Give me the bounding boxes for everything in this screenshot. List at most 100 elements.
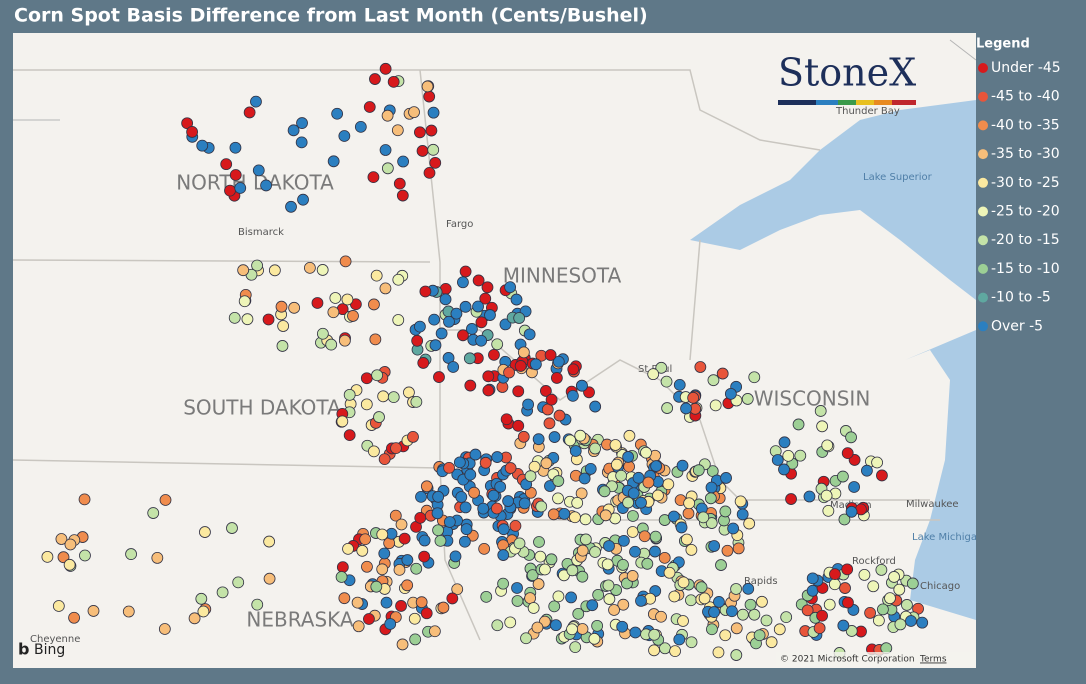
location-dot bbox=[480, 590, 493, 603]
location-dot bbox=[509, 519, 522, 532]
location-dot bbox=[676, 459, 689, 472]
legend-label[interactable]: -20 to -15 bbox=[991, 232, 1060, 248]
location-dot bbox=[125, 548, 137, 560]
location-dot bbox=[677, 615, 689, 627]
location-dot bbox=[504, 462, 517, 474]
borders bbox=[13, 69, 940, 641]
location-dot bbox=[297, 193, 309, 206]
location-dot bbox=[378, 453, 391, 466]
location-dot bbox=[730, 622, 743, 635]
legend-label[interactable]: Over -5 bbox=[991, 318, 1043, 334]
location-dot bbox=[794, 449, 807, 462]
legend-label[interactable]: -25 to -20 bbox=[991, 204, 1060, 220]
location-dot bbox=[408, 106, 420, 119]
location-dot bbox=[243, 106, 256, 119]
location-dot bbox=[63, 558, 76, 571]
location-dot bbox=[566, 564, 579, 577]
legend-label[interactable]: -10 to -5 bbox=[991, 290, 1051, 306]
location-dot bbox=[460, 523, 473, 536]
location-dot bbox=[428, 625, 441, 638]
location-dot bbox=[532, 578, 545, 590]
location-dot bbox=[451, 583, 464, 596]
location-dot bbox=[376, 563, 389, 576]
location-dot bbox=[744, 598, 757, 611]
location-dot bbox=[673, 633, 686, 646]
copyright: © 2021 Microsoft Corporation bbox=[780, 655, 915, 665]
location-dot bbox=[539, 563, 551, 576]
provider: Bing bbox=[34, 642, 65, 658]
location-dot bbox=[285, 200, 297, 213]
location-dot bbox=[839, 582, 851, 594]
location-dot bbox=[841, 563, 854, 576]
location-dot bbox=[68, 611, 80, 624]
location-dot bbox=[858, 569, 871, 581]
location-dot bbox=[511, 595, 524, 607]
location-dot bbox=[87, 605, 100, 617]
location-dot bbox=[415, 490, 427, 503]
location-dot bbox=[414, 320, 426, 333]
location-dot bbox=[432, 490, 445, 503]
location-dot bbox=[629, 545, 641, 558]
location-dot bbox=[338, 334, 351, 347]
legend-label[interactable]: -35 to -30 bbox=[991, 146, 1060, 162]
location-dot bbox=[391, 124, 404, 137]
location-dot bbox=[719, 629, 732, 642]
location-dot bbox=[475, 334, 488, 347]
location-dot bbox=[712, 646, 725, 659]
location-dot bbox=[709, 399, 722, 412]
location-dot bbox=[803, 490, 816, 503]
location-dot bbox=[668, 510, 680, 523]
place-label: Lake Michigan bbox=[912, 532, 983, 543]
location-dot bbox=[316, 327, 329, 340]
location-dot bbox=[663, 566, 676, 579]
location-dot bbox=[229, 169, 242, 181]
location-dot bbox=[680, 402, 692, 415]
legend-label[interactable]: -45 to -40 bbox=[991, 89, 1060, 105]
legend-label[interactable]: -30 to -25 bbox=[991, 175, 1060, 191]
location-dot bbox=[548, 431, 561, 443]
location-dot bbox=[417, 357, 430, 369]
location-dot bbox=[520, 632, 532, 645]
location-dot bbox=[727, 522, 740, 535]
legend-label[interactable]: -15 to -10 bbox=[991, 261, 1060, 277]
location-dot bbox=[367, 171, 380, 184]
location-dot bbox=[756, 595, 768, 608]
location-dot bbox=[724, 387, 737, 400]
location-dot bbox=[188, 612, 201, 625]
location-dot bbox=[707, 374, 720, 387]
location-dot bbox=[845, 625, 858, 637]
location-dot bbox=[482, 370, 495, 383]
legend: Under -45 -45 to -40 -40 to -35 -35 to -30 -… bbox=[978, 60, 1061, 334]
location-dot bbox=[658, 551, 671, 564]
location-dot bbox=[650, 460, 663, 472]
location-dot bbox=[778, 463, 790, 476]
location-dot bbox=[277, 320, 290, 332]
location-dot bbox=[418, 550, 431, 563]
location-dot bbox=[479, 292, 492, 305]
location-dot bbox=[439, 293, 452, 306]
location-dot bbox=[79, 549, 91, 562]
location-dot bbox=[469, 448, 482, 461]
legend-marker bbox=[978, 235, 988, 246]
legend-label[interactable]: Under -45 bbox=[991, 60, 1061, 76]
location-dot bbox=[381, 109, 394, 122]
location-dot bbox=[41, 550, 54, 563]
location-dot bbox=[327, 155, 340, 168]
location-dot bbox=[410, 395, 423, 408]
location-dot bbox=[457, 276, 469, 289]
location-dot bbox=[392, 314, 405, 326]
location-dot bbox=[361, 560, 373, 573]
location-dot bbox=[848, 481, 860, 493]
location-dot bbox=[608, 604, 620, 616]
location-dot bbox=[429, 339, 442, 352]
location-dot bbox=[616, 620, 629, 633]
location-dot bbox=[481, 281, 494, 294]
location-dot bbox=[816, 420, 829, 433]
location-dot bbox=[706, 623, 718, 636]
legend-label[interactable]: -40 to -35 bbox=[991, 117, 1060, 133]
location-dot bbox=[601, 558, 614, 571]
location-dot bbox=[599, 509, 612, 522]
location-dot bbox=[447, 361, 460, 373]
location-dot bbox=[821, 439, 834, 452]
terms-link[interactable]: Terms bbox=[919, 655, 947, 665]
